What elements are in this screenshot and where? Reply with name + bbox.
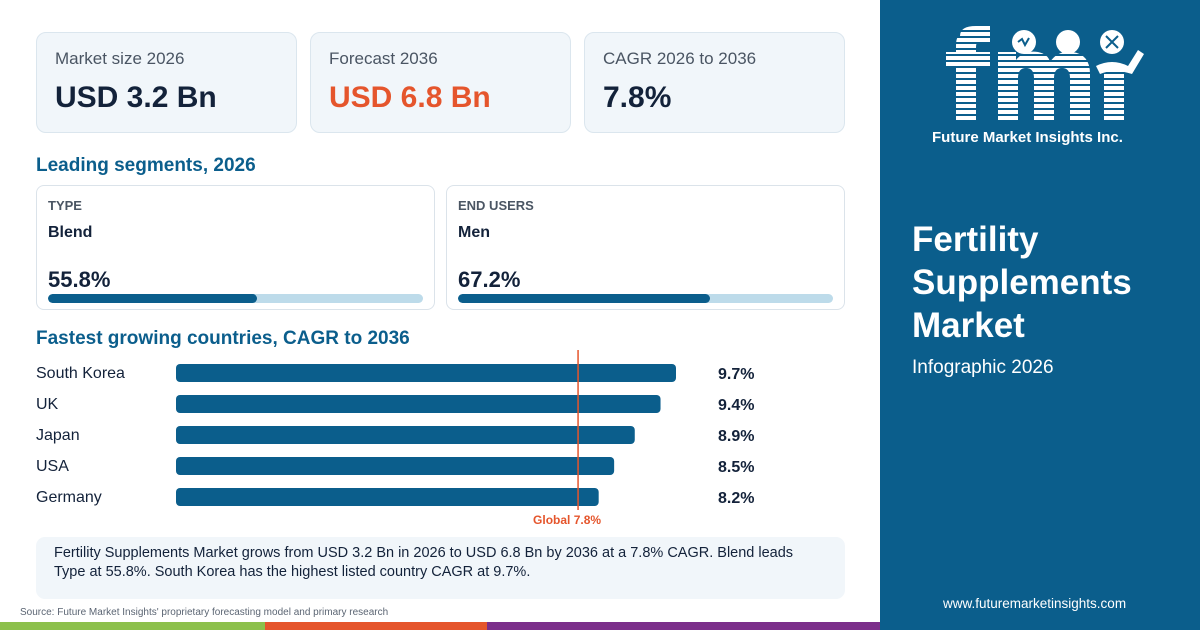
kpi-value: 7.8% — [603, 81, 672, 114]
segment-name: Blend — [48, 224, 93, 241]
country-bar — [176, 395, 661, 413]
country-bar — [176, 364, 676, 382]
segment-category: END USERS — [458, 198, 534, 213]
segments-title: Leading segments, 2026 — [36, 155, 256, 176]
country-label: Japan — [36, 427, 80, 444]
brand-panel: Future Market Insights Inc. Fertility Su… — [880, 0, 1200, 630]
country-bar — [176, 457, 615, 475]
segment-name: Men — [458, 224, 490, 241]
country-value-label: 8.9% — [718, 428, 754, 445]
country-label: UK — [36, 396, 59, 413]
country-bar — [176, 426, 635, 444]
country-label: USA — [36, 458, 69, 475]
kpi-label: CAGR 2026 to 2036 — [603, 49, 757, 68]
kpi-card-forecast: Forecast 2036 USD 6.8 Bn — [310, 32, 571, 133]
kpi-value: USD 6.8 Bn — [329, 81, 491, 114]
segment-card-type: TYPE Blend 55.8% — [36, 185, 435, 310]
fmi-logo-icon: Future Market Insights Inc. — [932, 26, 1144, 146]
segment-category: TYPE — [48, 198, 82, 213]
segment-share: 67.2% — [458, 267, 521, 292]
segment-share-track — [48, 294, 423, 303]
countries-title: Fastest growing countries, CAGR to 2036 — [36, 328, 410, 349]
report-title: Fertility Supplements Market — [912, 220, 1132, 345]
country-bar — [176, 488, 599, 506]
segment-card-end-users: END USERS Men 67.2% — [446, 185, 845, 310]
kpi-card-market-size: Market size 2026 USD 3.2 Bn — [36, 32, 297, 133]
country-value-label: 9.7% — [718, 366, 754, 383]
country-value-label: 8.2% — [718, 490, 754, 507]
country-cagr-chart: South Korea 9.7% UK 9.4% Japan 8.9% USA 8.5% Ger… — [36, 350, 754, 527]
source-note: Source: Future Market Insights' propriet… — [20, 607, 389, 618]
footer-strip-purple — [487, 622, 880, 630]
kpi-card-cagr: CAGR 2026 to 2036 7.8% — [584, 32, 845, 133]
segment-share: 55.8% — [48, 267, 111, 292]
segment-share-fill — [48, 294, 258, 303]
country-label: South Korea — [36, 365, 125, 382]
summary-text: Fertility Supplements Market grows from … — [54, 545, 794, 580]
global-cagr-reference-label: Global 7.8% — [533, 513, 601, 527]
footer-strip-orange — [265, 622, 487, 630]
footer-strip-green — [0, 622, 265, 630]
website-link[interactable]: www.futuremarketinsights.com — [943, 596, 1127, 611]
kpi-label: Forecast 2036 — [329, 49, 438, 68]
country-value-label: 8.5% — [718, 459, 754, 476]
country-label: Germany — [36, 489, 102, 506]
segment-share-fill — [458, 294, 710, 303]
country-value-label: 9.4% — [718, 397, 754, 414]
kpi-label: Market size 2026 — [55, 49, 185, 68]
report-subtitle: Infographic 2026 — [912, 357, 1054, 378]
segment-share-track — [458, 294, 833, 303]
logo-tagline: Future Market Insights Inc. — [932, 129, 1123, 146]
summary-box: Fertility Supplements Market grows from … — [36, 537, 845, 599]
infographic-main: Market size 2026 USD 3.2 Bn Forecast 203… — [20, 32, 845, 618]
kpi-value: USD 3.2 Bn — [55, 81, 217, 114]
